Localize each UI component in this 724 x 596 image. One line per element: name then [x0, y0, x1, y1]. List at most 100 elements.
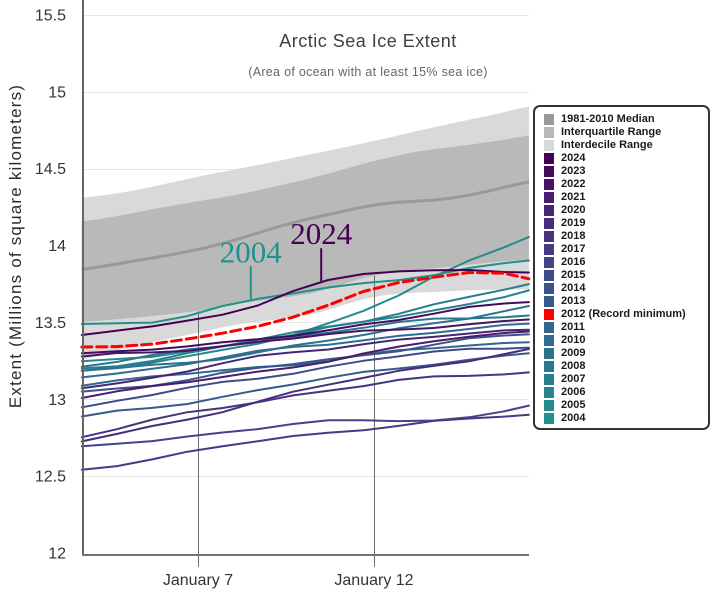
legend-swatch	[544, 387, 554, 398]
legend-item-2015[interactable]: 2015	[543, 269, 700, 282]
legend-swatch	[544, 283, 554, 294]
legend-swatch	[544, 127, 554, 138]
annotation-label-2004: 2004	[220, 234, 283, 269]
chart-graphics	[80, 0, 531, 567]
legend-item-2018[interactable]: 2018	[543, 230, 700, 243]
y-tick-label-12-5: 12.5	[35, 469, 66, 486]
series-line-2023[interactable]	[80, 301, 530, 355]
legend-label: 2012 (Record minimum)	[561, 308, 686, 320]
legend-item-interquartile[interactable]: Interquartile Range	[543, 126, 700, 139]
legend-label: 2017	[561, 243, 586, 255]
legend-swatch	[544, 205, 554, 216]
legend-item-2007[interactable]: 2007	[543, 373, 700, 386]
legend-swatch	[544, 114, 554, 125]
legend-swatch	[544, 361, 554, 372]
legend-item-2012[interactable]: 2012 (Record minimum)	[543, 308, 700, 321]
chart-legend: 1981-2010 Median Interquartile Range Inter…	[533, 105, 710, 430]
chart-subtitle: (Area of ocean with at least 15% sea ice…	[248, 65, 488, 79]
y-tick-label-15-5: 15.5	[35, 8, 66, 25]
legend-item-interdecile[interactable]: Interdecile Range	[543, 139, 700, 152]
legend-swatch	[544, 153, 554, 164]
legend-label: 2008	[561, 360, 586, 372]
legend-swatch	[544, 192, 554, 203]
chart-title: Arctic Sea Ice Extent	[279, 31, 457, 51]
legend-label: 2007	[561, 373, 586, 385]
legend-label: 2019	[561, 217, 586, 229]
legend-swatch	[544, 400, 554, 411]
legend-item-2016[interactable]: 2016	[543, 256, 700, 269]
legend-swatch	[544, 140, 554, 151]
series-line-2021[interactable]	[80, 330, 530, 399]
legend-label: 2004	[561, 412, 586, 424]
y-tick-label-12: 12	[48, 546, 66, 563]
series-line-2016[interactable]	[80, 404, 530, 448]
legend-item-2013[interactable]: 2013	[543, 295, 700, 308]
x-tick-label-0: January 7	[163, 572, 233, 589]
series-line-2006[interactable]	[80, 289, 530, 372]
legend-item-2021[interactable]: 2021	[543, 191, 700, 204]
legend-label: 2020	[561, 204, 586, 216]
legend-swatch	[544, 335, 554, 346]
y-tick-label-13-5: 13.5	[35, 315, 66, 332]
legend-item-2017[interactable]: 2017	[543, 243, 700, 256]
legend-swatch	[544, 374, 554, 385]
legend-item-2022[interactable]: 2022	[543, 178, 700, 191]
y-tick-label-13: 13	[48, 392, 66, 409]
y-tick-label-15: 15	[48, 84, 66, 101]
legend-label: 2011	[561, 321, 585, 333]
series-line-2015[interactable]	[80, 346, 530, 409]
legend-item-2005[interactable]: 2005	[543, 399, 700, 412]
series-line-2007[interactable]	[80, 283, 530, 370]
series-line-2019[interactable]	[80, 348, 530, 443]
legend-swatch	[544, 322, 554, 333]
legend-label: Interdecile Range	[561, 139, 653, 151]
legend-label: 2021	[561, 191, 586, 203]
series-line-2010[interactable]	[80, 322, 530, 379]
legend-label: 2014	[561, 282, 586, 294]
legend-swatch	[544, 218, 554, 229]
series-line-2012[interactable]	[80, 271, 531, 349]
legend-swatch	[544, 257, 554, 268]
legend-label: 2023	[561, 165, 586, 177]
series-line-2017[interactable]	[80, 413, 530, 471]
legend-swatch	[544, 244, 554, 255]
legend-swatch	[544, 166, 554, 177]
legend-swatch	[544, 179, 554, 190]
legend-swatch	[544, 348, 554, 359]
legend-label: Interquartile Range	[561, 126, 662, 138]
legend-item-2009[interactable]: 2009	[543, 347, 700, 360]
legend-label: 2024	[561, 152, 586, 164]
legend-label: 2010	[561, 334, 586, 346]
legend-item-2006[interactable]: 2006	[543, 386, 700, 399]
legend-item-2020[interactable]: 2020	[543, 204, 700, 217]
series-line-2022[interactable]	[80, 318, 530, 358]
legend-item-2008[interactable]: 2008	[543, 360, 700, 373]
series-line-2009[interactable]	[80, 305, 530, 372]
legend-item-2014[interactable]: 2014	[543, 282, 700, 295]
series-line-2020[interactable]	[80, 328, 530, 390]
series-line-2024[interactable]	[80, 269, 530, 336]
series-line-2018[interactable]	[80, 371, 530, 439]
legend-label: 2006	[561, 386, 586, 398]
legend-item-2023[interactable]: 2023	[543, 165, 700, 178]
legend-label: 2009	[561, 347, 586, 359]
legend-swatch	[544, 413, 554, 424]
annotation-label-2024: 2024	[290, 216, 353, 251]
legend-swatch	[544, 296, 554, 307]
interquartile-range-band	[81, 135, 529, 322]
legend-item-2024[interactable]: 2024	[543, 152, 700, 165]
legend-item-1981-2010[interactable]: 1981-2010 Median	[543, 113, 700, 126]
legend-label: 2015	[561, 269, 586, 281]
legend-item-2004[interactable]: 2004	[543, 412, 700, 425]
legend-label: 1981-2010 Median	[561, 113, 655, 125]
series-line-2013[interactable]	[80, 352, 530, 418]
legend-item-2019[interactable]: 2019	[543, 217, 700, 230]
y-axis-title: Extent (Millions of square kilometers)	[6, 84, 25, 408]
legend-label: 2022	[561, 178, 586, 190]
legend-item-2011[interactable]: 2011	[543, 321, 700, 334]
median-line[interactable]	[81, 180, 530, 271]
legend-item-2010[interactable]: 2010	[543, 334, 700, 347]
legend-swatch	[544, 270, 554, 281]
legend-label: 2005	[561, 399, 586, 411]
